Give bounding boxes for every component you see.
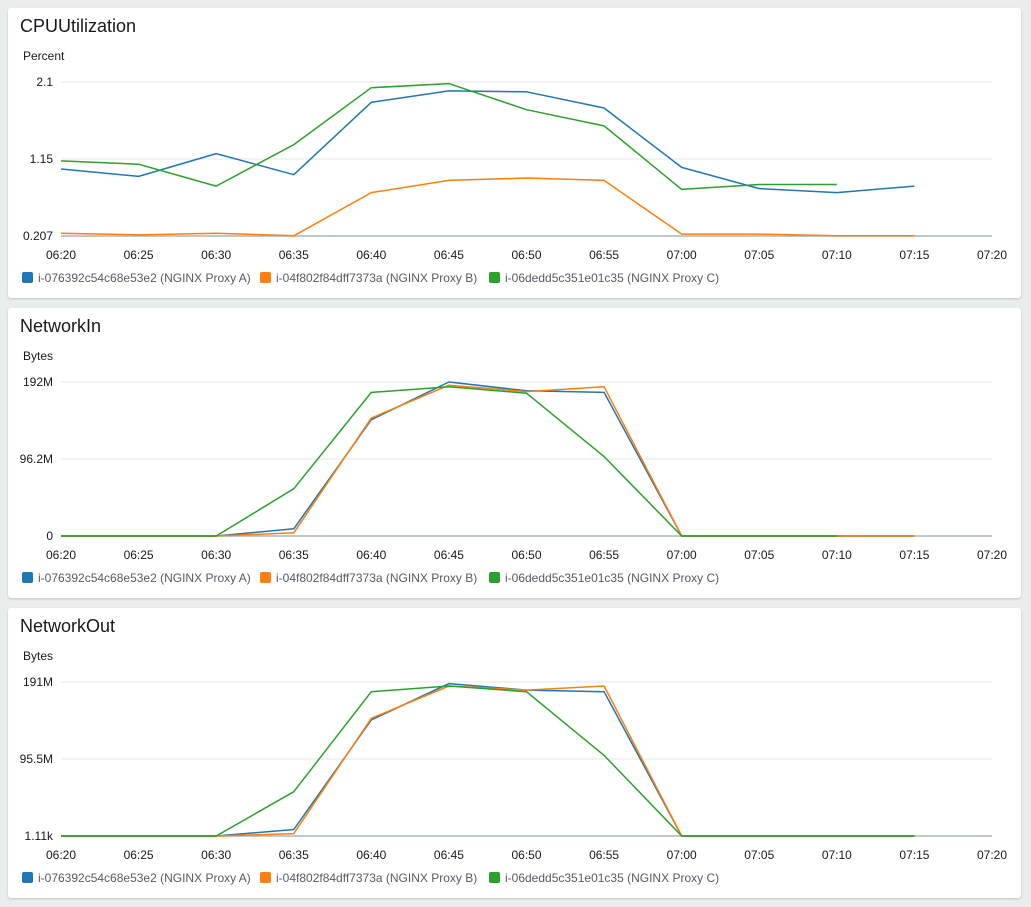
x-tick-label: 07:00 <box>667 248 697 262</box>
legend-label: i-04f802f84dff7373a (NGINX Proxy B) <box>276 271 477 285</box>
legend-swatch <box>22 872 33 883</box>
x-tick-label: 06:35 <box>279 248 309 262</box>
y-axis-unit-label: Bytes <box>23 649 53 663</box>
x-tick-label: 07:05 <box>744 248 774 262</box>
chart-panel-network-out: NetworkOut Bytes 191M 95.5M 1.11k 06:20 06:25… <box>8 608 1021 898</box>
x-tick-label: 07:00 <box>667 848 697 862</box>
x-tick-label: 06:25 <box>124 848 154 862</box>
series-line-3[interactable] <box>60 82 837 191</box>
y-tick-label: 0.207 <box>23 229 53 243</box>
legend-item-3[interactable]: i-06dedd5c351e01c35 (NGINX Proxy C) <box>489 571 719 585</box>
x-tick-label: 07:20 <box>977 848 1007 862</box>
legend-swatch <box>22 572 33 583</box>
network-in-chart[interactable]: Bytes 192M 96.2M 0 06:20 06:25 06:30 06:35 06:40… <box>8 308 1021 598</box>
series-line-2[interactable] <box>61 685 915 837</box>
chart-title: CPUUtilization <box>20 16 137 36</box>
x-tick-label: 06:45 <box>434 548 464 562</box>
legend-item-2[interactable]: i-04f802f84dff7373a (NGINX Proxy B) <box>260 271 477 285</box>
legend-item-3[interactable]: i-06dedd5c351e01c35 (NGINX Proxy C) <box>489 271 719 285</box>
chart-title: NetworkOut <box>20 616 116 636</box>
x-tick-label: 06:25 <box>124 548 154 562</box>
x-tick-label: 07:15 <box>899 248 929 262</box>
y-tick-label: 96.2M <box>20 452 53 466</box>
x-tick-label: 06:20 <box>46 248 76 262</box>
x-tick-label: 06:50 <box>511 848 541 862</box>
x-tick-label: 06:35 <box>279 848 309 862</box>
legend-item-3[interactable]: i-06dedd5c351e01c35 (NGINX Proxy C) <box>489 871 719 885</box>
legend-swatch <box>489 872 500 883</box>
legend-swatch <box>260 872 271 883</box>
y-tick-label: 192M <box>23 375 53 389</box>
legend-swatch <box>489 572 500 583</box>
legend-swatch <box>260 272 271 283</box>
x-tick-label: 07:05 <box>744 848 774 862</box>
x-tick-label: 07:15 <box>899 548 929 562</box>
legend-label: i-06dedd5c351e01c35 (NGINX Proxy C) <box>505 871 719 885</box>
network-out-chart[interactable]: Bytes 191M 95.5M 1.11k 06:20 06:25 06:30 06:35 0… <box>8 608 1021 898</box>
x-tick-label: 06:30 <box>201 248 231 262</box>
legend-label: i-076392c54c68e53e2 (NGINX Proxy A) <box>38 871 251 885</box>
x-tick-label: 06:40 <box>356 548 386 562</box>
x-tick-label: 07:05 <box>744 548 774 562</box>
cpu-chart[interactable]: Percent 2.1 1.15 0.207 06:20 06:25 06:30 06:35 0… <box>8 8 1021 298</box>
legend-label: i-04f802f84dff7373a (NGINX Proxy B) <box>276 571 477 585</box>
chart-title: NetworkIn <box>20 316 102 336</box>
x-tick-label: 06:55 <box>589 248 619 262</box>
x-tick-label: 06:50 <box>511 548 541 562</box>
legend-item-1[interactable]: i-076392c54c68e53e2 (NGINX Proxy A) <box>22 871 251 885</box>
legend-item-1[interactable]: i-076392c54c68e53e2 (NGINX Proxy A) <box>22 571 251 585</box>
y-axis-unit-label: Percent <box>23 49 65 63</box>
y-tick-label: 95.5M <box>20 752 53 766</box>
legend-label: i-04f802f84dff7373a (NGINX Proxy B) <box>276 871 477 885</box>
x-tick-label: 06:55 <box>589 848 619 862</box>
y-tick-label: 2.1 <box>36 75 53 89</box>
legend-swatch <box>260 572 271 583</box>
x-tick-label: 06:45 <box>434 848 464 862</box>
x-tick-label: 06:30 <box>201 548 231 562</box>
legend-label: i-06dedd5c351e01c35 (NGINX Proxy C) <box>505 271 719 285</box>
x-tick-label: 07:10 <box>822 848 852 862</box>
x-tick-label: 06:30 <box>201 848 231 862</box>
x-tick-label: 06:50 <box>511 248 541 262</box>
x-tick-label: 06:45 <box>434 248 464 262</box>
chart-panel-cpu: CPUUtilization Percent 2.1 1.15 0.207 06:20 0… <box>8 8 1021 298</box>
x-tick-label: 07:10 <box>822 248 852 262</box>
x-tick-label: 07:10 <box>822 548 852 562</box>
legend-swatch <box>489 272 500 283</box>
x-tick-label: 07:20 <box>977 548 1007 562</box>
legend-item-2[interactable]: i-04f802f84dff7373a (NGINX Proxy B) <box>260 571 477 585</box>
y-tick-label: 1.11k <box>25 829 54 843</box>
series-line-2[interactable] <box>61 384 915 537</box>
legend-label: i-06dedd5c351e01c35 (NGINX Proxy C) <box>505 571 719 585</box>
chart-panel-network-in: NetworkIn Bytes 192M 96.2M 0 06:20 06:25 06:30… <box>8 308 1021 598</box>
x-tick-label: 06:25 <box>124 248 154 262</box>
y-axis-unit-label: Bytes <box>23 349 53 363</box>
series-line-1[interactable] <box>60 90 915 194</box>
x-tick-label: 06:40 <box>356 848 386 862</box>
x-tick-label: 07:15 <box>899 848 929 862</box>
x-tick-label: 06:35 <box>279 548 309 562</box>
x-tick-label: 06:20 <box>46 548 76 562</box>
y-tick-label: 191M <box>23 675 53 689</box>
series-line-3[interactable] <box>61 685 915 837</box>
series-line-3[interactable] <box>61 386 837 537</box>
x-tick-label: 06:20 <box>46 848 76 862</box>
series-line-2[interactable] <box>60 177 915 237</box>
x-tick-label: 07:00 <box>667 548 697 562</box>
legend-item-2[interactable]: i-04f802f84dff7373a (NGINX Proxy B) <box>260 871 477 885</box>
legend-label: i-076392c54c68e53e2 (NGINX Proxy A) <box>38 271 251 285</box>
x-tick-label: 06:40 <box>356 248 386 262</box>
legend-item-1[interactable]: i-076392c54c68e53e2 (NGINX Proxy A) <box>22 271 251 285</box>
y-tick-label: 0 <box>46 529 53 543</box>
x-tick-label: 06:55 <box>589 548 619 562</box>
legend-label: i-076392c54c68e53e2 (NGINX Proxy A) <box>38 571 251 585</box>
x-tick-label: 07:20 <box>977 248 1007 262</box>
y-tick-label: 1.15 <box>30 152 54 166</box>
legend-swatch <box>22 272 33 283</box>
series-line-1[interactable] <box>61 682 915 837</box>
